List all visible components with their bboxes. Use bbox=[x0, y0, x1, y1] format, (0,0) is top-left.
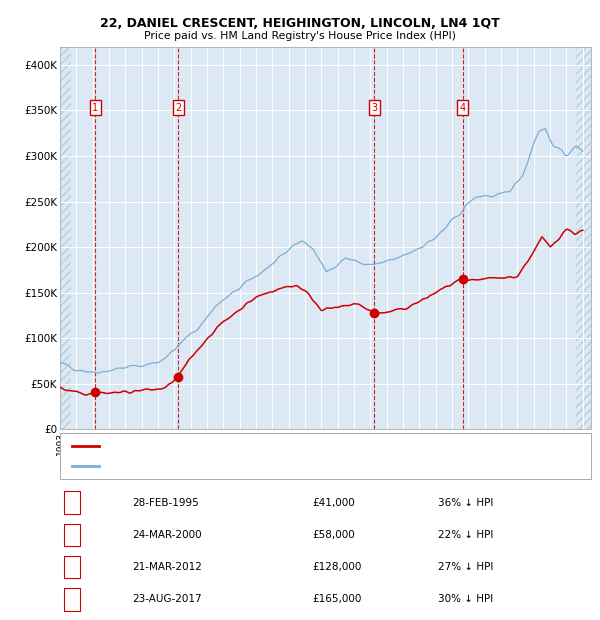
Text: 30% ↓ HPI: 30% ↓ HPI bbox=[438, 595, 493, 604]
Text: 1: 1 bbox=[92, 103, 98, 113]
Text: HPI: Average price, detached house, North Kesteven: HPI: Average price, detached house, Nort… bbox=[105, 461, 354, 471]
Text: 1: 1 bbox=[68, 498, 76, 508]
Text: 3: 3 bbox=[68, 562, 76, 572]
Text: 4: 4 bbox=[68, 595, 76, 604]
Text: 24-MAR-2000: 24-MAR-2000 bbox=[132, 530, 202, 540]
Text: 22, DANIEL CRESCENT, HEIGHINGTON, LINCOLN, LN4 1QT (detached house): 22, DANIEL CRESCENT, HEIGHINGTON, LINCOL… bbox=[105, 441, 464, 450]
Text: 3: 3 bbox=[371, 103, 377, 113]
Bar bbox=[576, 46, 591, 430]
Text: 21-MAR-2012: 21-MAR-2012 bbox=[132, 562, 202, 572]
Text: 2: 2 bbox=[175, 103, 181, 113]
Bar bbox=[60, 46, 71, 430]
Text: 2: 2 bbox=[68, 530, 76, 540]
Text: 28-FEB-1995: 28-FEB-1995 bbox=[132, 498, 199, 508]
Text: £128,000: £128,000 bbox=[312, 562, 361, 572]
Text: Price paid vs. HM Land Registry's House Price Index (HPI): Price paid vs. HM Land Registry's House … bbox=[144, 31, 456, 41]
Text: 22% ↓ HPI: 22% ↓ HPI bbox=[438, 530, 493, 540]
Text: 22, DANIEL CRESCENT, HEIGHINGTON, LINCOLN, LN4 1QT: 22, DANIEL CRESCENT, HEIGHINGTON, LINCOL… bbox=[100, 17, 500, 30]
Text: 23-AUG-2017: 23-AUG-2017 bbox=[132, 595, 202, 604]
Text: 36% ↓ HPI: 36% ↓ HPI bbox=[438, 498, 493, 508]
Text: £58,000: £58,000 bbox=[312, 530, 355, 540]
Text: £41,000: £41,000 bbox=[312, 498, 355, 508]
Text: 27% ↓ HPI: 27% ↓ HPI bbox=[438, 562, 493, 572]
Text: £165,000: £165,000 bbox=[312, 595, 361, 604]
Text: 4: 4 bbox=[460, 103, 466, 113]
